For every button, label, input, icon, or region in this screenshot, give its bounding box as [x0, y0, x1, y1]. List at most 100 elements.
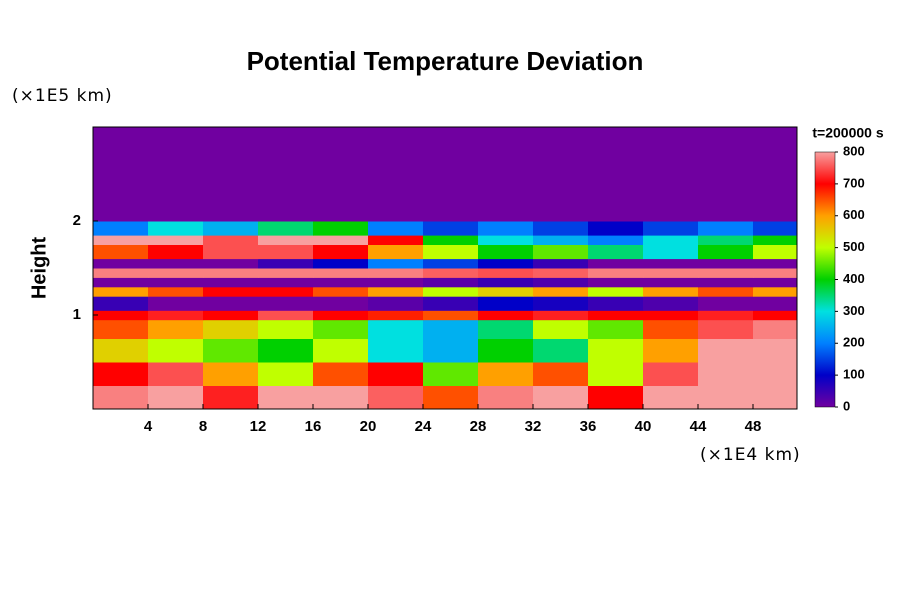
- heatmap-cell: [93, 258, 149, 269]
- heatmap-cell: [258, 319, 314, 339]
- colorbar-tick-label: 500: [843, 239, 865, 254]
- heatmap-cell: [93, 268, 149, 278]
- heatmap-cell: [93, 385, 149, 410]
- heatmap-cell: [588, 310, 644, 321]
- plot-frame: [92, 126, 798, 410]
- heatmap-cell: [423, 235, 479, 245]
- heatmap-cell: [368, 286, 424, 297]
- heatmap-cell: [148, 362, 204, 386]
- heatmap-cell: [93, 310, 149, 321]
- heatmap-cell: [588, 362, 644, 386]
- heatmap-cell: [533, 362, 589, 386]
- heatmap-cell: [698, 286, 754, 297]
- heatmap-cell: [258, 244, 314, 260]
- heatmap-cell: [478, 127, 534, 222]
- heatmap-cell: [588, 258, 644, 269]
- y-tick-label: 2: [73, 212, 81, 229]
- heatmap-cell: [258, 310, 314, 321]
- heatmap-cell: [588, 385, 644, 410]
- heatmap-cell: [423, 362, 479, 386]
- heatmap-cell: [753, 362, 798, 386]
- heatmap-cell: [368, 258, 424, 269]
- heatmap-cell: [423, 244, 479, 260]
- colorbar-tick-label: 300: [843, 303, 865, 318]
- heatmap-cell: [478, 277, 534, 288]
- heatmap-cell: [258, 127, 314, 222]
- colorbar-tick-label: 700: [843, 175, 865, 190]
- heatmap-cell: [93, 286, 149, 297]
- heatmap-cell: [478, 385, 534, 410]
- heatmap-cell: [643, 310, 699, 321]
- heatmap-cell: [478, 221, 534, 236]
- heatmap-cell: [533, 268, 589, 278]
- heatmap-cell: [753, 338, 798, 363]
- heatmap-cell: [698, 310, 754, 321]
- heatmap-cell: [313, 385, 369, 410]
- heatmap-cell: [588, 268, 644, 278]
- x-tick-label: 32: [525, 418, 542, 435]
- heatmap-cell: [148, 268, 204, 278]
- heatmap: [93, 127, 798, 410]
- heatmap-cell: [258, 385, 314, 410]
- x-tick-label: 44: [690, 418, 707, 435]
- colorbar-tick-label: 200: [843, 335, 865, 350]
- heatmap-cell: [93, 319, 149, 339]
- heatmap-cell: [753, 296, 798, 311]
- heatmap-cell: [588, 221, 644, 236]
- heatmap-cell: [258, 268, 314, 278]
- heatmap-cell: [313, 286, 369, 297]
- x-tick-label: 48: [745, 418, 762, 435]
- heatmap-cell: [588, 244, 644, 260]
- heatmap-cell: [313, 258, 369, 269]
- heatmap-cell: [368, 127, 424, 222]
- heatmap-cell: [478, 258, 534, 269]
- heatmap-cell: [698, 221, 754, 236]
- heatmap-cell: [148, 338, 204, 363]
- heatmap-cell: [258, 296, 314, 311]
- heatmap-cell: [753, 127, 798, 222]
- heatmap-cell: [203, 296, 259, 311]
- heatmap-cell: [258, 221, 314, 236]
- heatmap-cell: [588, 319, 644, 339]
- heatmap-cell: [588, 277, 644, 288]
- heatmap-cell: [203, 286, 259, 297]
- heatmap-cell: [203, 277, 259, 288]
- heatmap-cell: [643, 296, 699, 311]
- heatmap-cell: [93, 362, 149, 386]
- heatmap-cell: [533, 286, 589, 297]
- heatmap-cell: [478, 338, 534, 363]
- heatmap-cell: [148, 258, 204, 269]
- heatmap-cell: [93, 244, 149, 260]
- heatmap-cell: [368, 362, 424, 386]
- heatmap-cell: [478, 244, 534, 260]
- heatmap-cell: [423, 319, 479, 339]
- heatmap-cell: [148, 310, 204, 321]
- heatmap-cell: [698, 244, 754, 260]
- heatmap-cell: [698, 338, 754, 363]
- heatmap-cell: [258, 338, 314, 363]
- heatmap-cell: [203, 310, 259, 321]
- heatmap-cell: [148, 244, 204, 260]
- heatmap-cell: [423, 221, 479, 236]
- heatmap-cell: [258, 258, 314, 269]
- heatmap-cell: [753, 277, 798, 288]
- heatmap-cell: [368, 338, 424, 363]
- heatmap-cell: [753, 286, 798, 297]
- heatmap-cell: [533, 244, 589, 260]
- heatmap-cell: [368, 277, 424, 288]
- heatmap-cell: [313, 310, 369, 321]
- heatmap-cell: [93, 277, 149, 288]
- heatmap-cell: [533, 258, 589, 269]
- heatmap-cell: [313, 268, 369, 278]
- heatmap-cell: [478, 286, 534, 297]
- colorbar: [814, 151, 836, 408]
- heatmap-cell: [478, 235, 534, 245]
- heatmap-cell: [368, 385, 424, 410]
- heatmap-cell: [588, 286, 644, 297]
- heatmap-cell: [533, 235, 589, 245]
- heatmap-cell: [148, 296, 204, 311]
- heatmap-cell: [478, 296, 534, 311]
- heatmap-cell: [93, 338, 149, 363]
- heatmap-cell: [588, 127, 644, 222]
- heatmap-cell: [533, 221, 589, 236]
